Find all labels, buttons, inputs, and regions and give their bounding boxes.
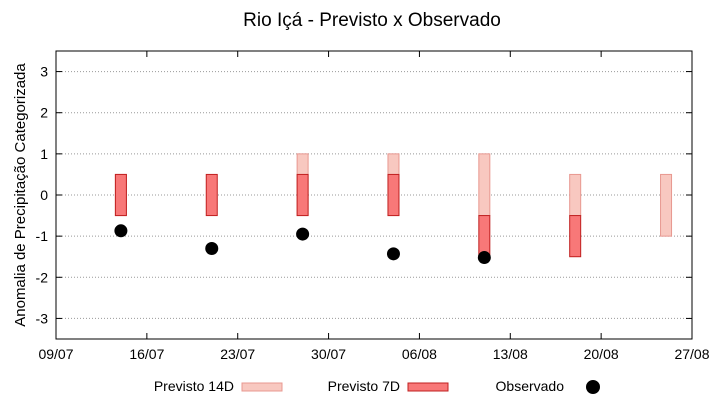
y-tick-label: 2 <box>40 105 48 121</box>
x-tick-label: 23/07 <box>220 346 255 362</box>
y-tick-label: 0 <box>40 187 48 203</box>
bar-previsto-7d <box>114 173 127 217</box>
legend-label-previsto-14d: Previsto 14D <box>154 378 234 394</box>
y-tick-label: -1 <box>36 228 49 244</box>
point-observado <box>477 251 491 265</box>
y-tick-label: -2 <box>36 269 49 285</box>
x-tick-label: 09/07 <box>38 346 73 362</box>
bar-previsto-7d <box>569 215 582 258</box>
bar-previsto-7d <box>478 215 491 258</box>
y-tick-label: 3 <box>40 64 48 80</box>
x-tick-label: 13/08 <box>493 346 528 362</box>
bar-previsto-7d <box>205 173 218 217</box>
legend-label-observado: Observado <box>496 378 565 394</box>
y-axis-label: Anomalia de Precipitação Categorizada <box>12 63 29 327</box>
x-tick-label: 30/07 <box>311 346 346 362</box>
bar-previsto-7d <box>296 173 309 217</box>
legend: Previsto 14D Previsto 7D Observado <box>154 378 600 394</box>
bar-previsto-7d <box>387 173 400 217</box>
series-previsto-7d <box>114 173 582 258</box>
x-tick-label: 16/07 <box>129 346 164 362</box>
y-axis: 3 2 1 0 -1 -2 -3 <box>36 64 692 326</box>
legend-marker-observado <box>586 380 600 394</box>
point-observado <box>114 224 128 238</box>
bar-previsto-14d <box>660 173 673 237</box>
x-tick-label: 06/08 <box>402 346 437 362</box>
legend-label-previsto-7d: Previsto 7D <box>328 378 400 394</box>
bar-previsto-14d <box>478 153 491 217</box>
legend-swatch-previsto-7d <box>407 382 449 392</box>
grid <box>56 71 692 319</box>
bar-previsto-14d <box>569 173 582 217</box>
point-observado <box>296 227 310 241</box>
y-tick-label: -3 <box>36 310 49 326</box>
x-tick-label: 20/08 <box>584 346 619 362</box>
x-axis: 09/07 16/07 23/07 30/07 06/08 13/08 20/08 27/08 <box>38 51 710 362</box>
point-observado <box>205 241 219 255</box>
legend-swatch-previsto-14d <box>241 382 283 392</box>
x-tick-label: 27/08 <box>674 346 709 362</box>
y-tick-label: 1 <box>40 146 48 162</box>
point-observado <box>386 247 400 261</box>
chart-title: Rio Içá - Previsto x Observado <box>243 10 501 31</box>
series-observado <box>114 224 491 265</box>
